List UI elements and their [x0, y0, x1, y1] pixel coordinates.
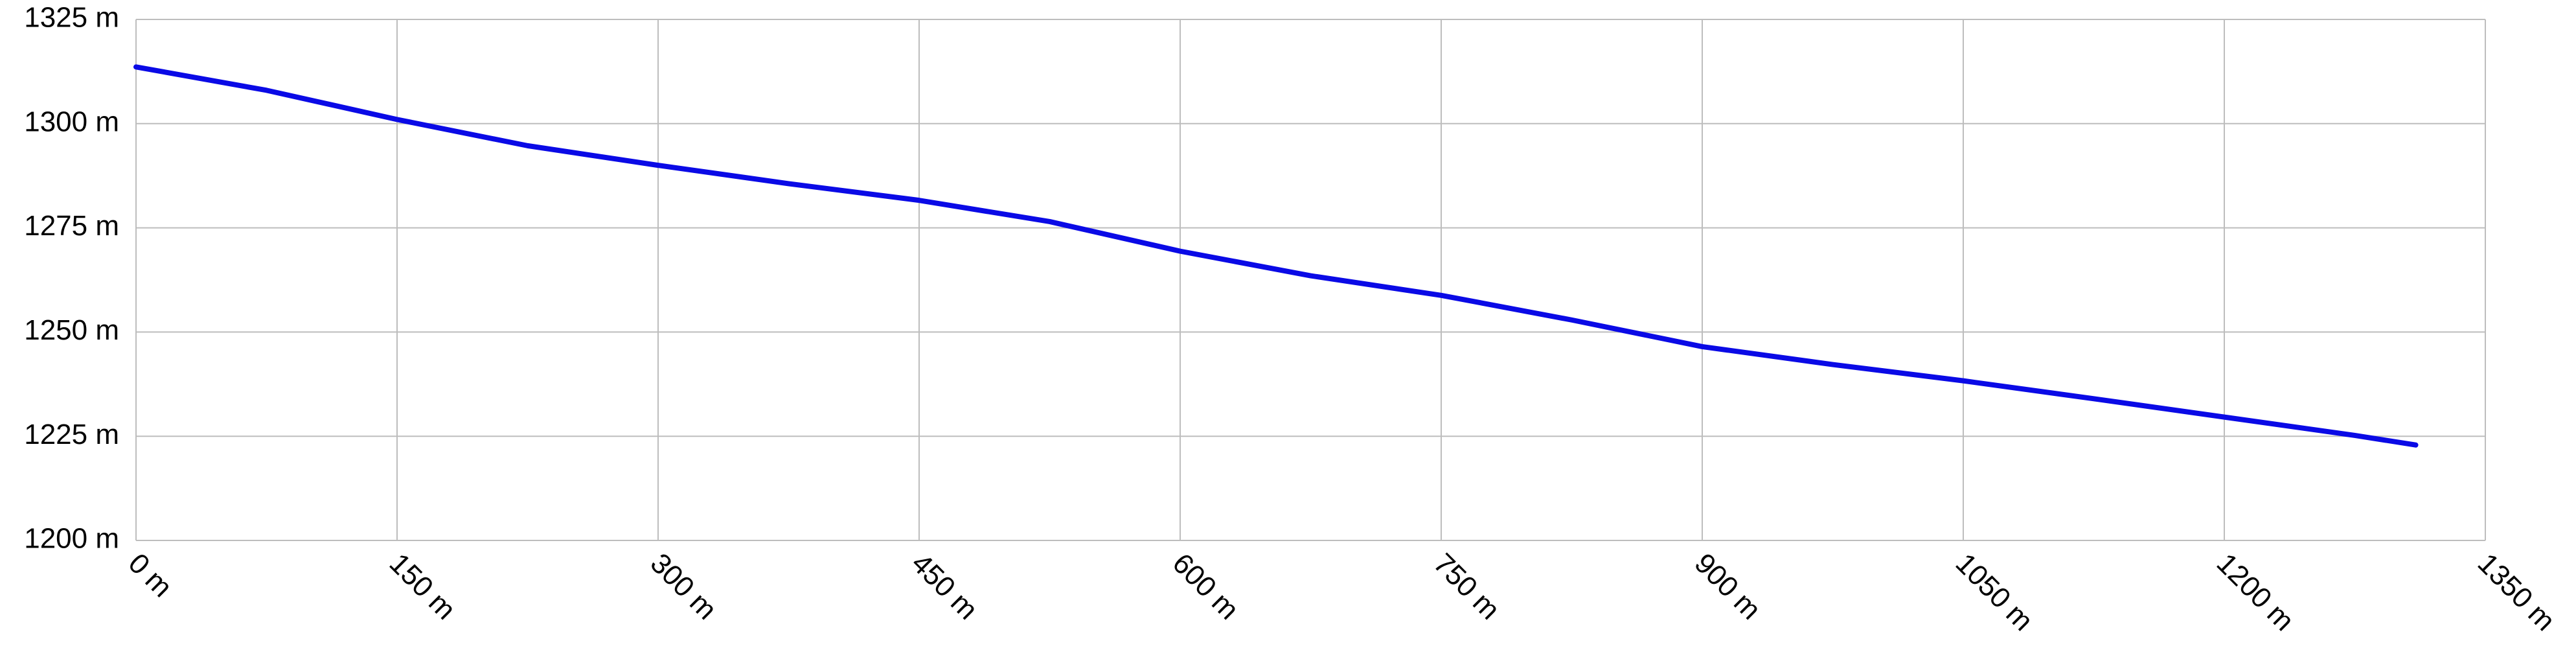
y-tick-label: 1225 m: [24, 419, 119, 450]
y-tick-label: 1300 m: [24, 106, 119, 137]
y-tick-label: 1250 m: [24, 314, 119, 346]
x-tick-label: 0 m: [122, 548, 179, 604]
x-tick-label: 750 m: [1428, 548, 1506, 626]
x-tick-label: 1350 m: [2472, 548, 2561, 637]
x-tick-label: 300 m: [644, 548, 723, 626]
y-tick-label: 1200 m: [24, 523, 119, 555]
x-tick-label: 600 m: [1167, 548, 1245, 626]
x-tick-label: 1200 m: [2211, 548, 2300, 637]
elevation-line: [133, 64, 2419, 448]
y-tick-label: 1325 m: [24, 2, 119, 34]
x-tick-label: 1050 m: [1950, 548, 2039, 637]
x-tick-label: 450 m: [906, 548, 984, 626]
x-tick-label: 900 m: [1689, 548, 1767, 626]
y-tick-label: 1275 m: [24, 210, 119, 242]
x-tick-label: 150 m: [383, 548, 462, 626]
